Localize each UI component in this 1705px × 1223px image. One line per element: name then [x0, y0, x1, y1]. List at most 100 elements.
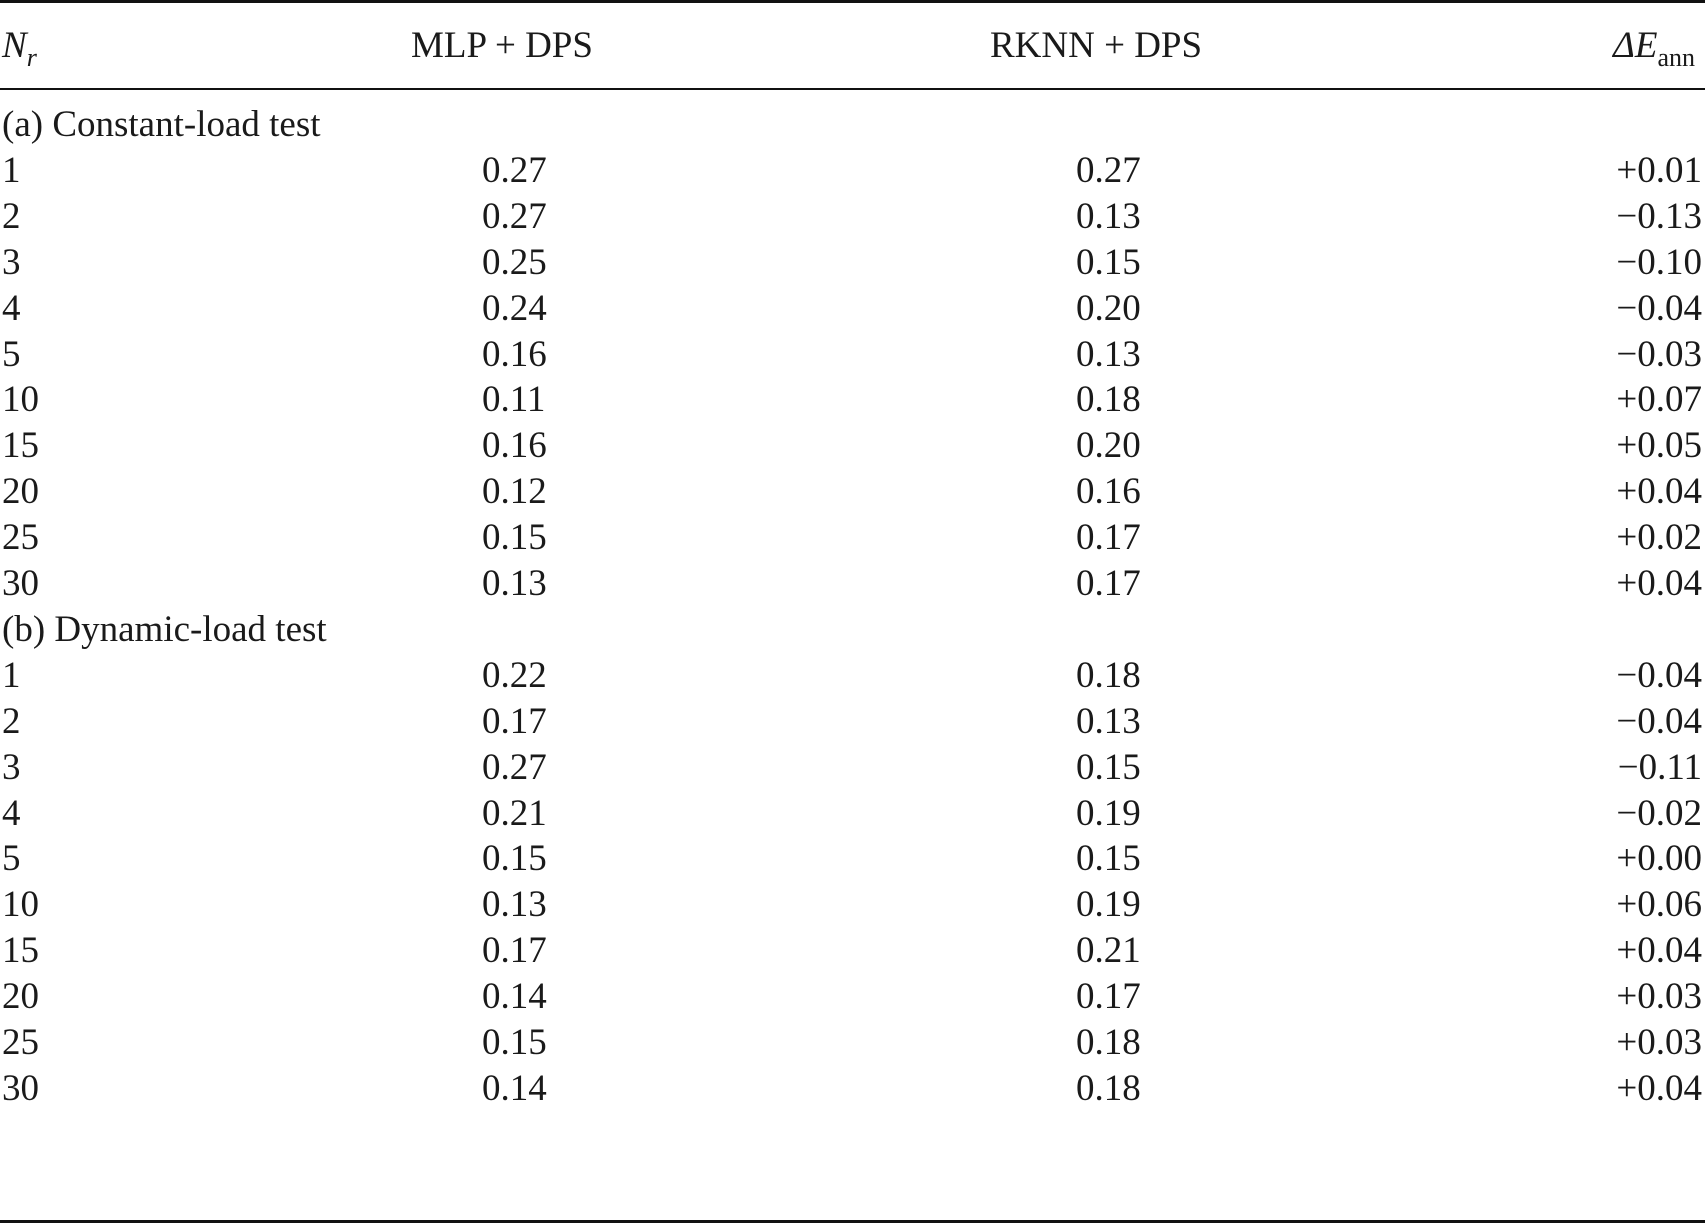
table-row: 2 0.17 0.13 −0.04	[0, 697, 1705, 747]
cell-nr: 3	[2, 241, 21, 283]
cell-nr: 4	[2, 287, 21, 329]
cell-rknn-dps: 0.15	[1076, 838, 1141, 880]
cell-delta-e-ann: −0.02	[1616, 792, 1702, 834]
table-row: 25 0.15 0.17 +0.02	[0, 513, 1705, 563]
table-row: 1 0.27 0.27 +0.01	[0, 146, 1705, 196]
cell-mlp-dps: 0.15	[482, 838, 547, 880]
cell-rknn-dps: 0.15	[1076, 241, 1141, 283]
cell-rknn-dps: 0.18	[1076, 1067, 1141, 1109]
cell-nr: 10	[2, 884, 39, 926]
cell-mlp-dps: 0.13	[482, 563, 547, 604]
cell-nr: 15	[2, 930, 39, 972]
cell-nr: 10	[2, 379, 39, 421]
cell-rknn-dps: 0.16	[1076, 471, 1141, 513]
cell-rknn-dps: 0.19	[1076, 884, 1141, 926]
cell-delta-e-ann: −0.04	[1616, 287, 1702, 329]
table-row: 30 0.14 0.18 +0.04	[0, 1064, 1705, 1114]
cell-nr: 20	[2, 976, 39, 1018]
cell-mlp-dps: 0.17	[482, 700, 547, 742]
cell-delta-e-ann: +0.07	[1616, 379, 1702, 421]
cell-rknn-dps: 0.17	[1076, 517, 1141, 559]
cell-mlp-dps: 0.13	[482, 884, 547, 926]
section-label-row: (a) Constant-load test	[0, 100, 1705, 150]
table-bottom-rule	[0, 1220, 1705, 1223]
cell-delta-e-ann: +0.02	[1616, 517, 1702, 559]
cell-delta-e-ann: +0.05	[1616, 425, 1702, 467]
cell-nr: 5	[2, 838, 21, 880]
cell-rknn-dps: 0.20	[1076, 287, 1141, 329]
table-header-row: Nr MLP + DPS RKNN + DPS ΔEann	[0, 21, 1705, 74]
cell-delta-e-ann: +0.04	[1616, 471, 1702, 513]
table-row: 5 0.16 0.13 −0.03	[0, 330, 1705, 380]
cell-nr: 20	[2, 471, 39, 513]
table-row: 1 0.22 0.18 −0.04	[0, 651, 1705, 701]
section-label: (a) Constant-load test	[2, 104, 321, 145]
header-nr: Nr	[2, 21, 37, 74]
table-row: 20 0.12 0.16 +0.04	[0, 467, 1705, 517]
cell-rknn-dps: 0.18	[1076, 1022, 1141, 1063]
table-row: 2 0.27 0.13 −0.13	[0, 192, 1705, 242]
cell-mlp-dps: 0.22	[482, 654, 547, 696]
cell-rknn-dps: 0.19	[1076, 792, 1141, 834]
table-row: 3 0.25 0.15 −0.10	[0, 238, 1705, 288]
cell-nr: 15	[2, 425, 39, 467]
cell-mlp-dps: 0.11	[482, 379, 546, 421]
cell-delta-e-ann: +0.03	[1616, 1022, 1702, 1063]
cell-rknn-dps: 0.27	[1076, 149, 1141, 191]
cell-mlp-dps: 0.15	[482, 517, 547, 559]
cell-rknn-dps: 0.13	[1076, 195, 1141, 237]
cell-rknn-dps: 0.18	[1076, 379, 1141, 421]
table-row: 15 0.16 0.20 +0.05	[0, 421, 1705, 471]
table-row: 3 0.27 0.15 −0.11	[0, 743, 1705, 793]
cell-rknn-dps: 0.13	[1076, 700, 1141, 742]
cell-rknn-dps: 0.21	[1076, 930, 1141, 972]
cell-mlp-dps: 0.12	[482, 471, 547, 513]
cell-delta-e-ann: +0.03	[1616, 976, 1702, 1018]
header-nr-symbol: N	[2, 25, 27, 66]
cell-rknn-dps: 0.18	[1076, 654, 1141, 696]
cell-nr: 4	[2, 792, 21, 834]
header-mlp-dps: MLP + DPS	[411, 25, 593, 66]
cell-nr: 1	[2, 654, 21, 696]
cell-mlp-dps: 0.25	[482, 241, 547, 283]
cell-nr: 25	[2, 1022, 39, 1063]
cell-delta-e-ann: +0.01	[1616, 149, 1702, 191]
cell-nr: 25	[2, 517, 39, 559]
header-delta-symbol: ΔE	[1613, 25, 1658, 66]
table-row: 4 0.24 0.20 −0.04	[0, 284, 1705, 334]
cell-delta-e-ann: −0.03	[1616, 333, 1702, 375]
cell-mlp-dps: 0.24	[482, 287, 547, 329]
table-row: 10 0.13 0.19 +0.06	[0, 880, 1705, 930]
cell-rknn-dps: 0.17	[1076, 976, 1141, 1018]
section-label: (b) Dynamic-load test	[2, 608, 327, 650]
cell-delta-e-ann: −0.04	[1616, 654, 1702, 696]
table-row: 4 0.21 0.19 −0.02	[0, 789, 1705, 839]
cell-nr: 30	[2, 563, 39, 604]
cell-mlp-dps: 0.14	[482, 976, 547, 1018]
table-row: 20 0.14 0.17 +0.03	[0, 972, 1705, 1022]
table-row: 10 0.11 0.18 +0.07	[0, 375, 1705, 425]
table-row: 15 0.17 0.21 +0.04	[0, 926, 1705, 976]
cell-delta-e-ann: −0.13	[1616, 195, 1702, 237]
header-rknn-dps: RKNN + DPS	[990, 25, 1203, 66]
cell-rknn-dps: 0.17	[1076, 563, 1141, 604]
cell-delta-e-ann: +0.04	[1616, 1067, 1702, 1109]
cell-delta-e-ann: −0.10	[1616, 241, 1702, 283]
cell-mlp-dps: 0.16	[482, 425, 547, 467]
cell-delta-e-ann: −0.11	[1617, 746, 1702, 788]
cell-delta-e-ann: +0.06	[1616, 884, 1702, 926]
cell-delta-e-ann: −0.04	[1616, 700, 1702, 742]
cell-nr: 3	[2, 746, 21, 788]
cell-mlp-dps: 0.27	[482, 746, 547, 788]
cell-delta-e-ann: +0.00	[1616, 838, 1702, 880]
header-delta-subscript: ann	[1657, 43, 1695, 72]
cell-mlp-dps: 0.15	[482, 1022, 547, 1063]
cell-nr: 2	[2, 700, 21, 742]
cell-mlp-dps: 0.17	[482, 930, 547, 972]
cell-mlp-dps: 0.27	[482, 195, 547, 237]
cell-mlp-dps: 0.27	[482, 149, 547, 191]
cell-nr: 5	[2, 333, 21, 375]
cell-rknn-dps: 0.13	[1076, 333, 1141, 375]
table-row: 30 0.13 0.17 +0.04	[0, 559, 1705, 609]
table-top-rule	[0, 0, 1705, 3]
